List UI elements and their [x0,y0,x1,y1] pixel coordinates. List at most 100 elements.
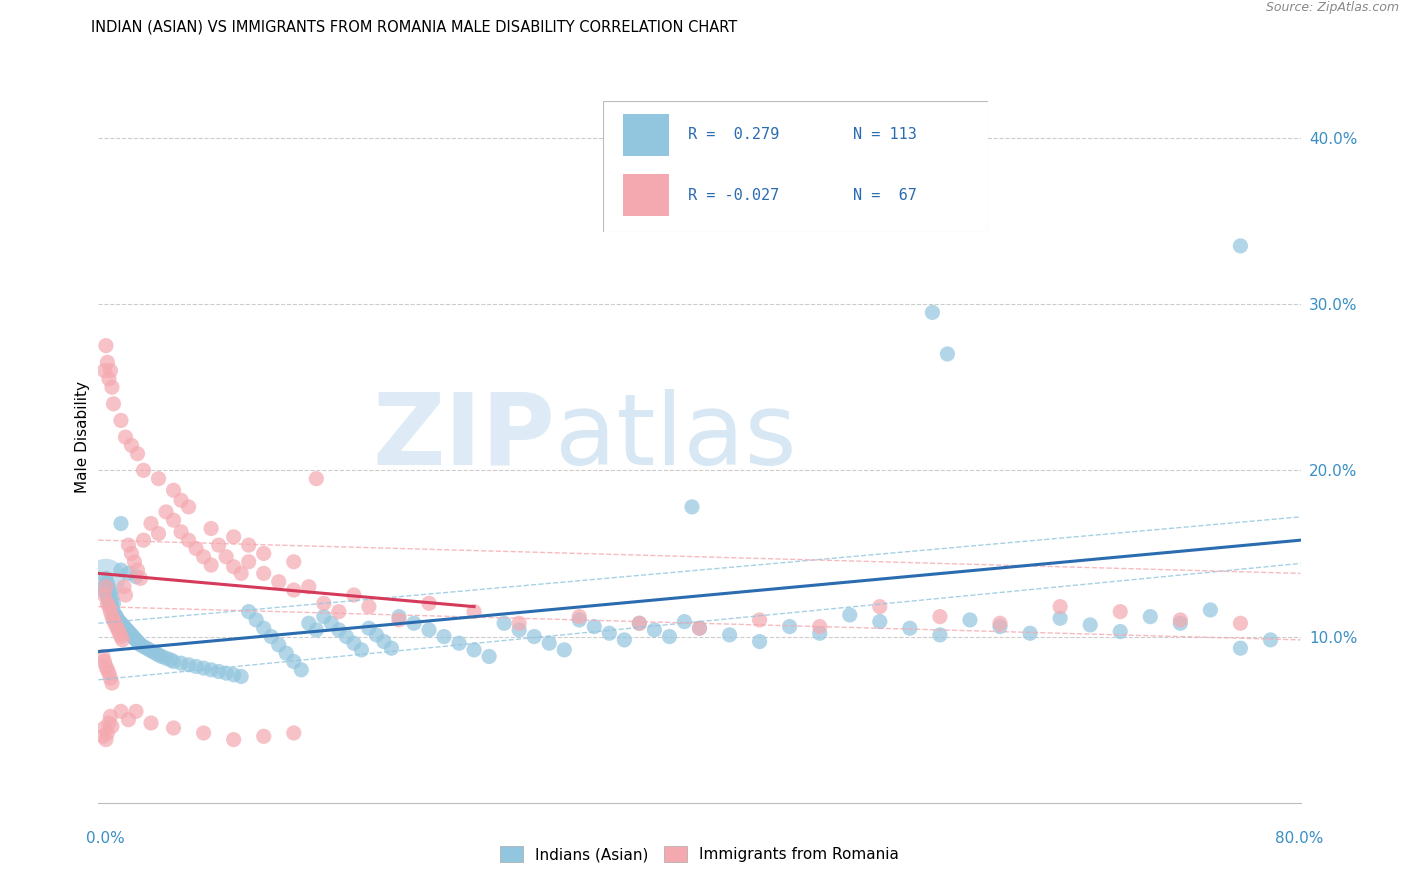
Point [104,616,127,631]
Point [598,626,620,640]
Point [628,616,651,631]
Point [101,380,124,394]
Point [298,616,321,631]
Point [104,607,127,622]
Point [108,615,131,629]
Point [898,621,921,635]
Text: R =  0.279: R = 0.279 [688,128,779,143]
Point [267,638,290,652]
Point [114,430,136,444]
Point [94,580,117,594]
Point [681,500,703,514]
Point [132,463,155,477]
Point [193,549,215,564]
Point [335,630,357,644]
Text: atlas: atlas [555,389,797,485]
Point [388,613,411,627]
Point [222,667,245,681]
Point [103,596,125,610]
Point [100,363,122,377]
Point [253,729,276,743]
Point [177,500,200,514]
Point [93,655,115,669]
Point [112,619,135,633]
Point [110,516,132,531]
FancyBboxPatch shape [603,101,988,232]
Point [988,616,1011,631]
Point [959,613,981,627]
Point [305,472,328,486]
Point [125,570,148,584]
Point [111,632,134,647]
Point [124,555,146,569]
Point [748,613,770,627]
Point [100,586,122,600]
Point [1109,624,1132,639]
Y-axis label: Male Disability: Male Disability [75,381,90,493]
Point [93,363,115,377]
Point [222,732,245,747]
Point [96,590,118,604]
Point [97,716,120,731]
Point [988,619,1011,633]
Point [433,630,456,644]
Point [100,709,122,723]
Point [508,616,530,631]
Point [105,609,128,624]
Point [215,666,238,681]
Point [283,655,305,669]
Point [494,616,516,631]
Point [101,676,124,690]
Point [101,591,124,606]
Text: R = -0.027: R = -0.027 [688,188,779,202]
Point [253,566,276,581]
Point [718,628,741,642]
Point [129,571,152,585]
Point [125,632,148,647]
Point [177,533,200,548]
Point [94,732,117,747]
Point [96,576,118,591]
Point [100,605,122,619]
Point [231,669,253,683]
Point [1049,599,1071,614]
Point [107,613,129,627]
Point [321,616,343,631]
Point [222,530,245,544]
Point [312,609,335,624]
Point [402,616,425,631]
Point [96,663,118,677]
Point [688,621,710,635]
Point [538,636,561,650]
Point [568,609,591,624]
Point [350,643,373,657]
Point [121,438,143,452]
Point [129,638,152,652]
Point [111,618,134,632]
Point [921,305,943,319]
FancyBboxPatch shape [623,114,669,156]
Point [357,621,380,635]
Point [222,559,245,574]
Point [117,538,139,552]
Point [101,599,124,614]
Point [93,588,115,602]
Point [343,636,366,650]
Point [869,599,891,614]
Point [583,619,606,633]
Point [1229,641,1251,656]
Point [553,643,575,657]
Point [162,721,184,735]
Point [748,634,770,648]
Point [110,563,132,577]
Point [117,566,139,581]
Point [117,624,139,639]
Point [155,505,177,519]
Point [97,666,120,681]
Point [132,533,155,548]
Point [267,574,290,589]
Point [200,663,222,677]
Text: N =  67: N = 67 [853,188,917,202]
Point [96,726,118,740]
Point [1019,626,1042,640]
